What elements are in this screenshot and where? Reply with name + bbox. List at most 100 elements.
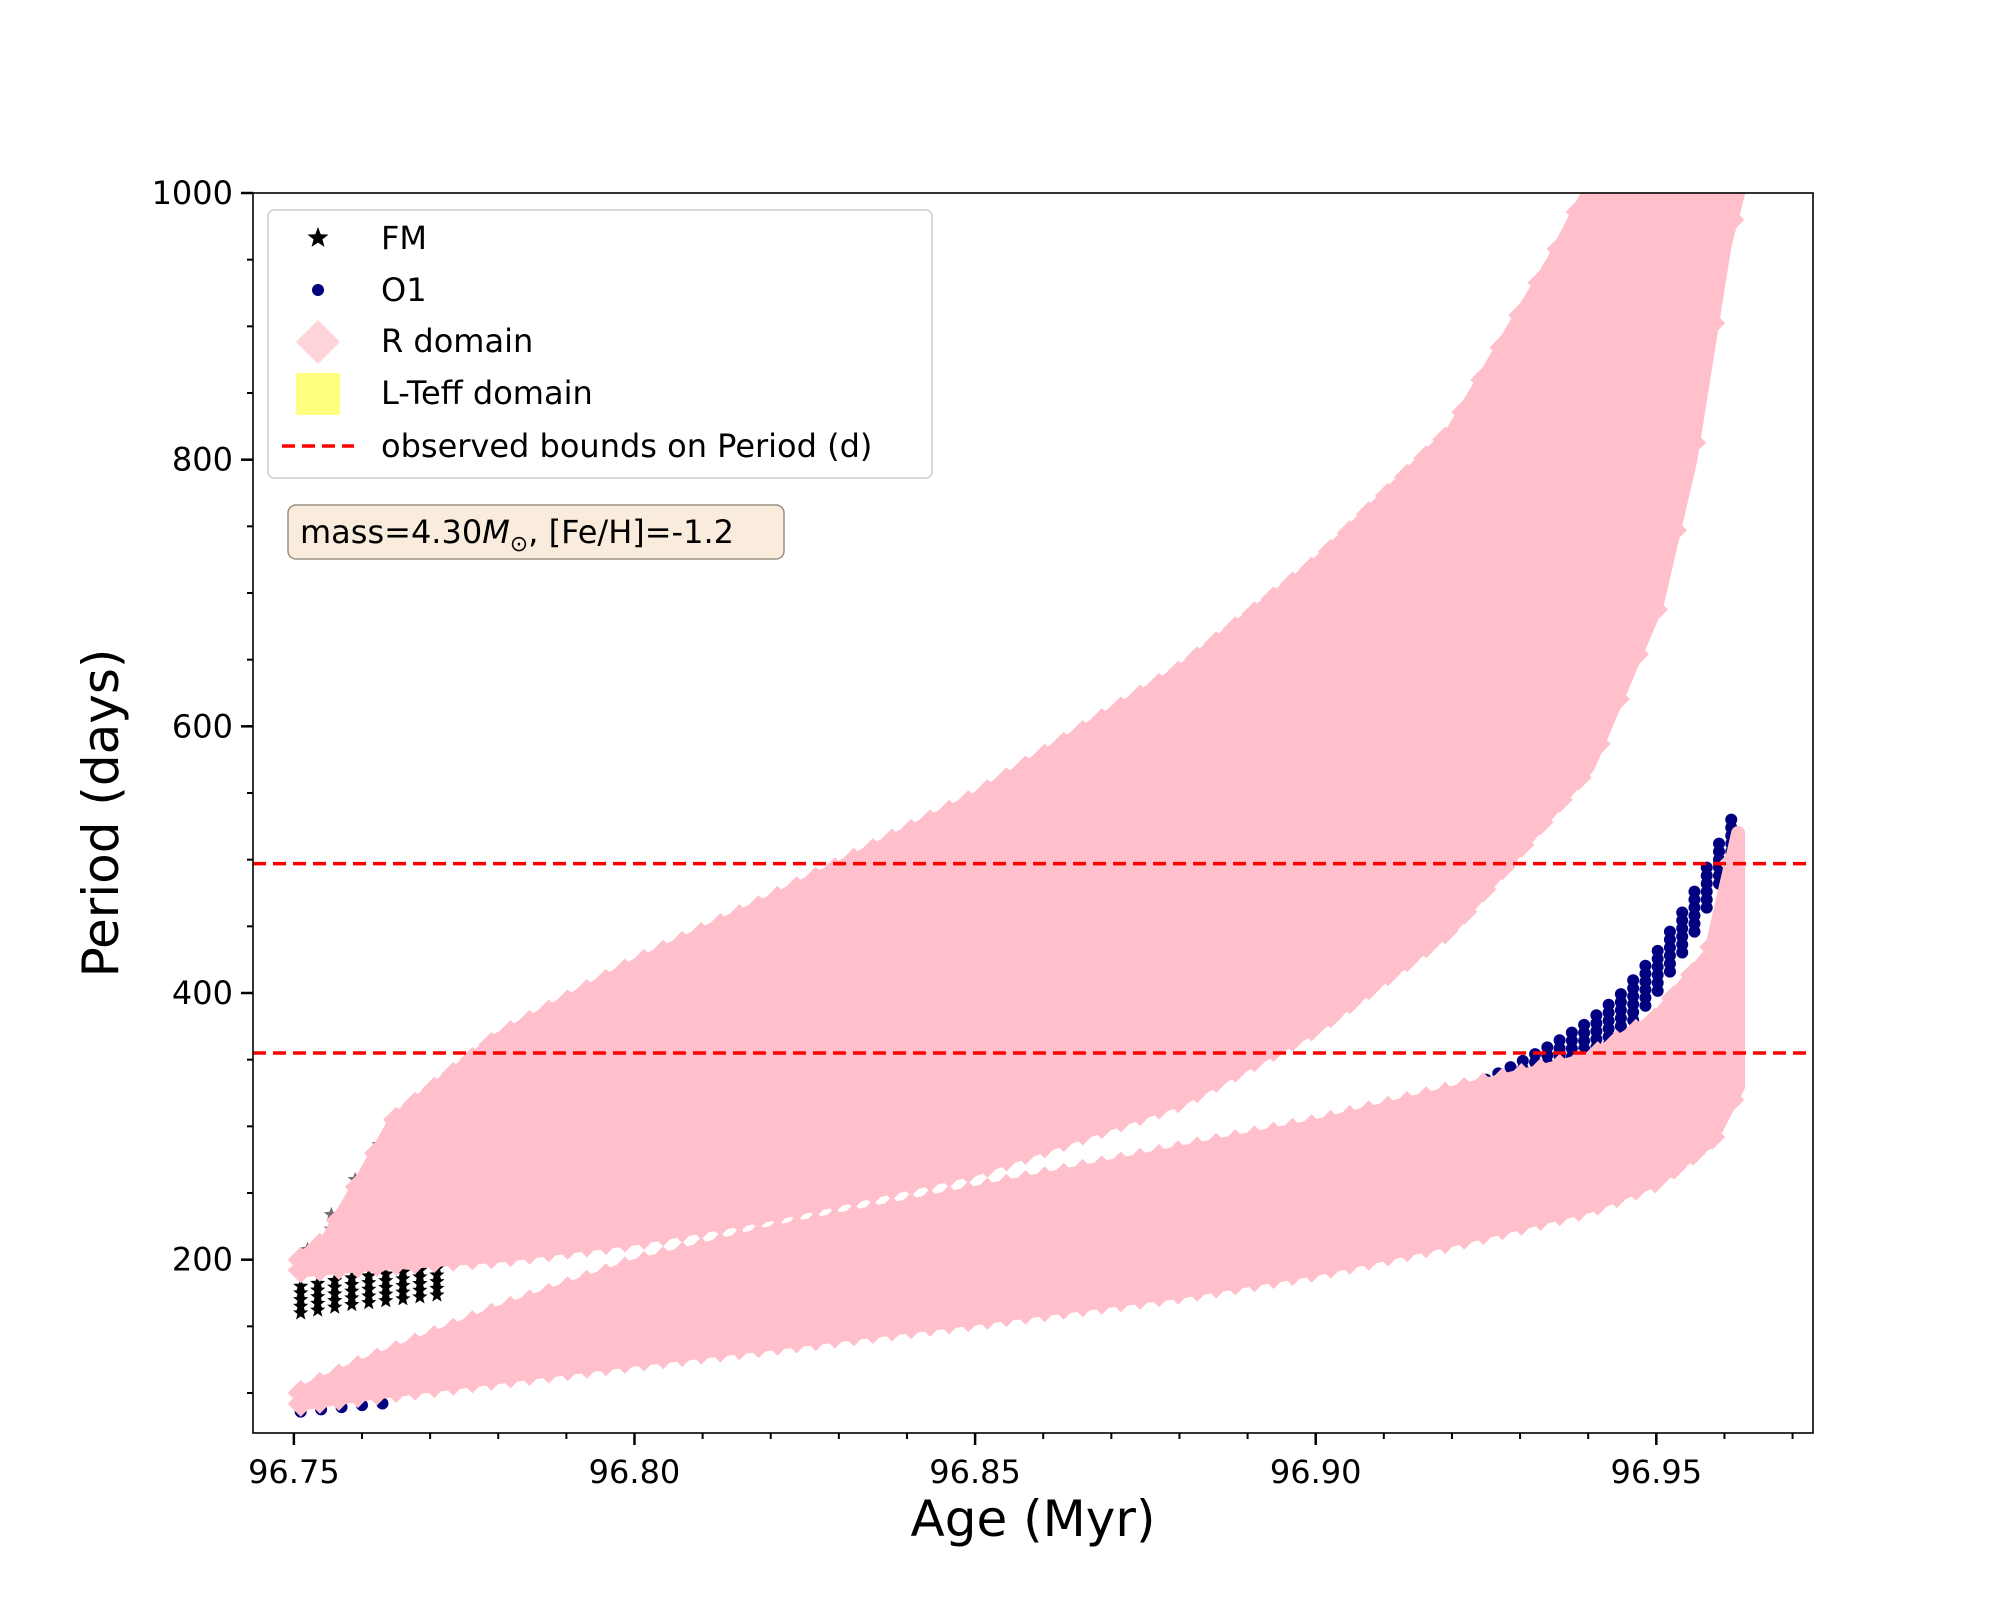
- r-domain-point: [879, 828, 905, 855]
- r-domain-point: [631, 1251, 657, 1277]
- o1-point: [1639, 999, 1652, 1012]
- r-domain-point: [859, 838, 886, 864]
- legend-lteff-label: L-Teff domain: [381, 374, 593, 412]
- r-domain-point: [1642, 1007, 1668, 1034]
- r-domain-point: [955, 1181, 982, 1208]
- legend-fm-star-icon: [307, 227, 329, 247]
- y-tick-label: 800: [172, 441, 233, 479]
- r-domain-point: [1241, 1266, 1268, 1293]
- r-domain-point: [764, 1199, 791, 1226]
- r-domain-point: [1546, 236, 1573, 262]
- r-domain-point: [611, 1256, 638, 1283]
- r-domain-point: [440, 1317, 467, 1344]
- r-domain-point: [1222, 1129, 1249, 1156]
- r-domain-point: [1699, 193, 1726, 206]
- fm-point: [344, 1270, 360, 1285]
- r-domain-point: [1680, 429, 1707, 456]
- r-domain-point: [325, 1384, 352, 1411]
- o1-point: [1700, 901, 1713, 914]
- fm-point: [378, 1272, 394, 1288]
- o1-point: [1688, 925, 1701, 938]
- r-domain-point: [344, 1382, 371, 1408]
- r-domain-point: [859, 1318, 886, 1344]
- r-domain-point: [516, 1009, 543, 1036]
- r-domain-point: [898, 1192, 925, 1219]
- r-domain-point: [726, 1206, 753, 1233]
- r-domain-point: [879, 1315, 905, 1342]
- o1-point: [1651, 984, 1664, 997]
- r-domain-point: [516, 1360, 543, 1386]
- r-domain-point: [1470, 1072, 1497, 1099]
- r-domain-point: [1069, 720, 1096, 746]
- r-domain-point: [1146, 1144, 1172, 1170]
- y-axis-label: Period (days): [72, 649, 130, 978]
- legend-bounds-label: observed bounds on Period (d): [381, 427, 872, 465]
- r-domain-point: [459, 1367, 486, 1394]
- y-tick-label: 200: [172, 1241, 233, 1279]
- fm-point: [412, 1275, 428, 1291]
- r-domain-point: [783, 1195, 810, 1222]
- fm-point: [378, 1286, 394, 1301]
- o1-point: [1676, 946, 1689, 959]
- annotation-background: [287, 504, 785, 560]
- r-domain-point: [1355, 501, 1382, 528]
- r-domain-point: [764, 1329, 791, 1356]
- r-domain-point: [1012, 1170, 1039, 1197]
- r-domain-point: [1508, 1209, 1535, 1236]
- r-domain-point: [459, 1310, 486, 1337]
- r-domain-point: [898, 818, 925, 845]
- r-domain-point: [1718, 1086, 1745, 1113]
- r-domain-point: [955, 1306, 982, 1333]
- r-domain-point: [421, 1076, 448, 1103]
- r-domain-point: [1451, 898, 1478, 925]
- r-domain-point: [1622, 1174, 1649, 1201]
- r-domain-point: [764, 1218, 791, 1245]
- r-domain-point: [1107, 696, 1134, 723]
- legend-o1-circle-icon: [312, 284, 324, 296]
- r-domain-point: [1527, 1058, 1554, 1085]
- r-domain-point: [1050, 731, 1077, 758]
- r-domain-point: [1394, 1091, 1420, 1117]
- r-domain-point: [325, 1207, 352, 1234]
- annotation-text: mass=4.30M⊙, [Fe/H]=-1.2: [300, 513, 734, 557]
- r-domain-point: [383, 1377, 410, 1403]
- fm-point: [378, 1279, 394, 1294]
- r-domain-point: [783, 876, 810, 903]
- r-domain-point: [1127, 684, 1153, 711]
- r-domain-point: [688, 1338, 715, 1365]
- r-domain-point: [879, 1174, 905, 1201]
- r-domain-point: [1260, 1263, 1287, 1289]
- r-domain-point: [631, 1345, 657, 1372]
- fm-point: [378, 1292, 394, 1308]
- r-domain-point: [650, 1343, 677, 1370]
- r-domain-point: [821, 1187, 848, 1214]
- r-domain-point: [1432, 426, 1459, 453]
- r-domain-point: [688, 1213, 715, 1240]
- r-domain-point: [1622, 641, 1649, 668]
- r-domain-point: [1374, 1095, 1401, 1122]
- r-domain-point: [554, 1233, 581, 1260]
- r-domain-point: [287, 1257, 314, 1284]
- r-domain-point: [840, 1203, 867, 1230]
- x-tick-label: 96.85: [929, 1453, 1021, 1491]
- fm-point: [344, 1296, 360, 1312]
- r-domain-point: [1661, 1153, 1687, 1180]
- r-domain-point: [459, 1244, 486, 1271]
- r-domain-point: [1680, 961, 1707, 988]
- r-domain-point: [592, 1350, 619, 1377]
- r-domain-point: [592, 1229, 619, 1255]
- r-domain-point: [1165, 660, 1192, 687]
- r-domain-point: [1127, 1147, 1153, 1174]
- r-domain-point: [974, 1177, 1001, 1204]
- r-domain-point: [745, 1203, 772, 1230]
- r-domain-point: [1260, 1036, 1287, 1063]
- fm-point: [310, 1295, 326, 1310]
- r-domain-point: [421, 1372, 448, 1399]
- x-tick-label: 96.80: [589, 1453, 681, 1491]
- o1-point: [1663, 965, 1676, 978]
- r-domain-point: [1317, 1252, 1344, 1279]
- r-domain-point: [1069, 1291, 1096, 1318]
- fm-point: [395, 1277, 411, 1292]
- r-domain-point: [344, 1252, 371, 1279]
- fm-point: [293, 1285, 309, 1300]
